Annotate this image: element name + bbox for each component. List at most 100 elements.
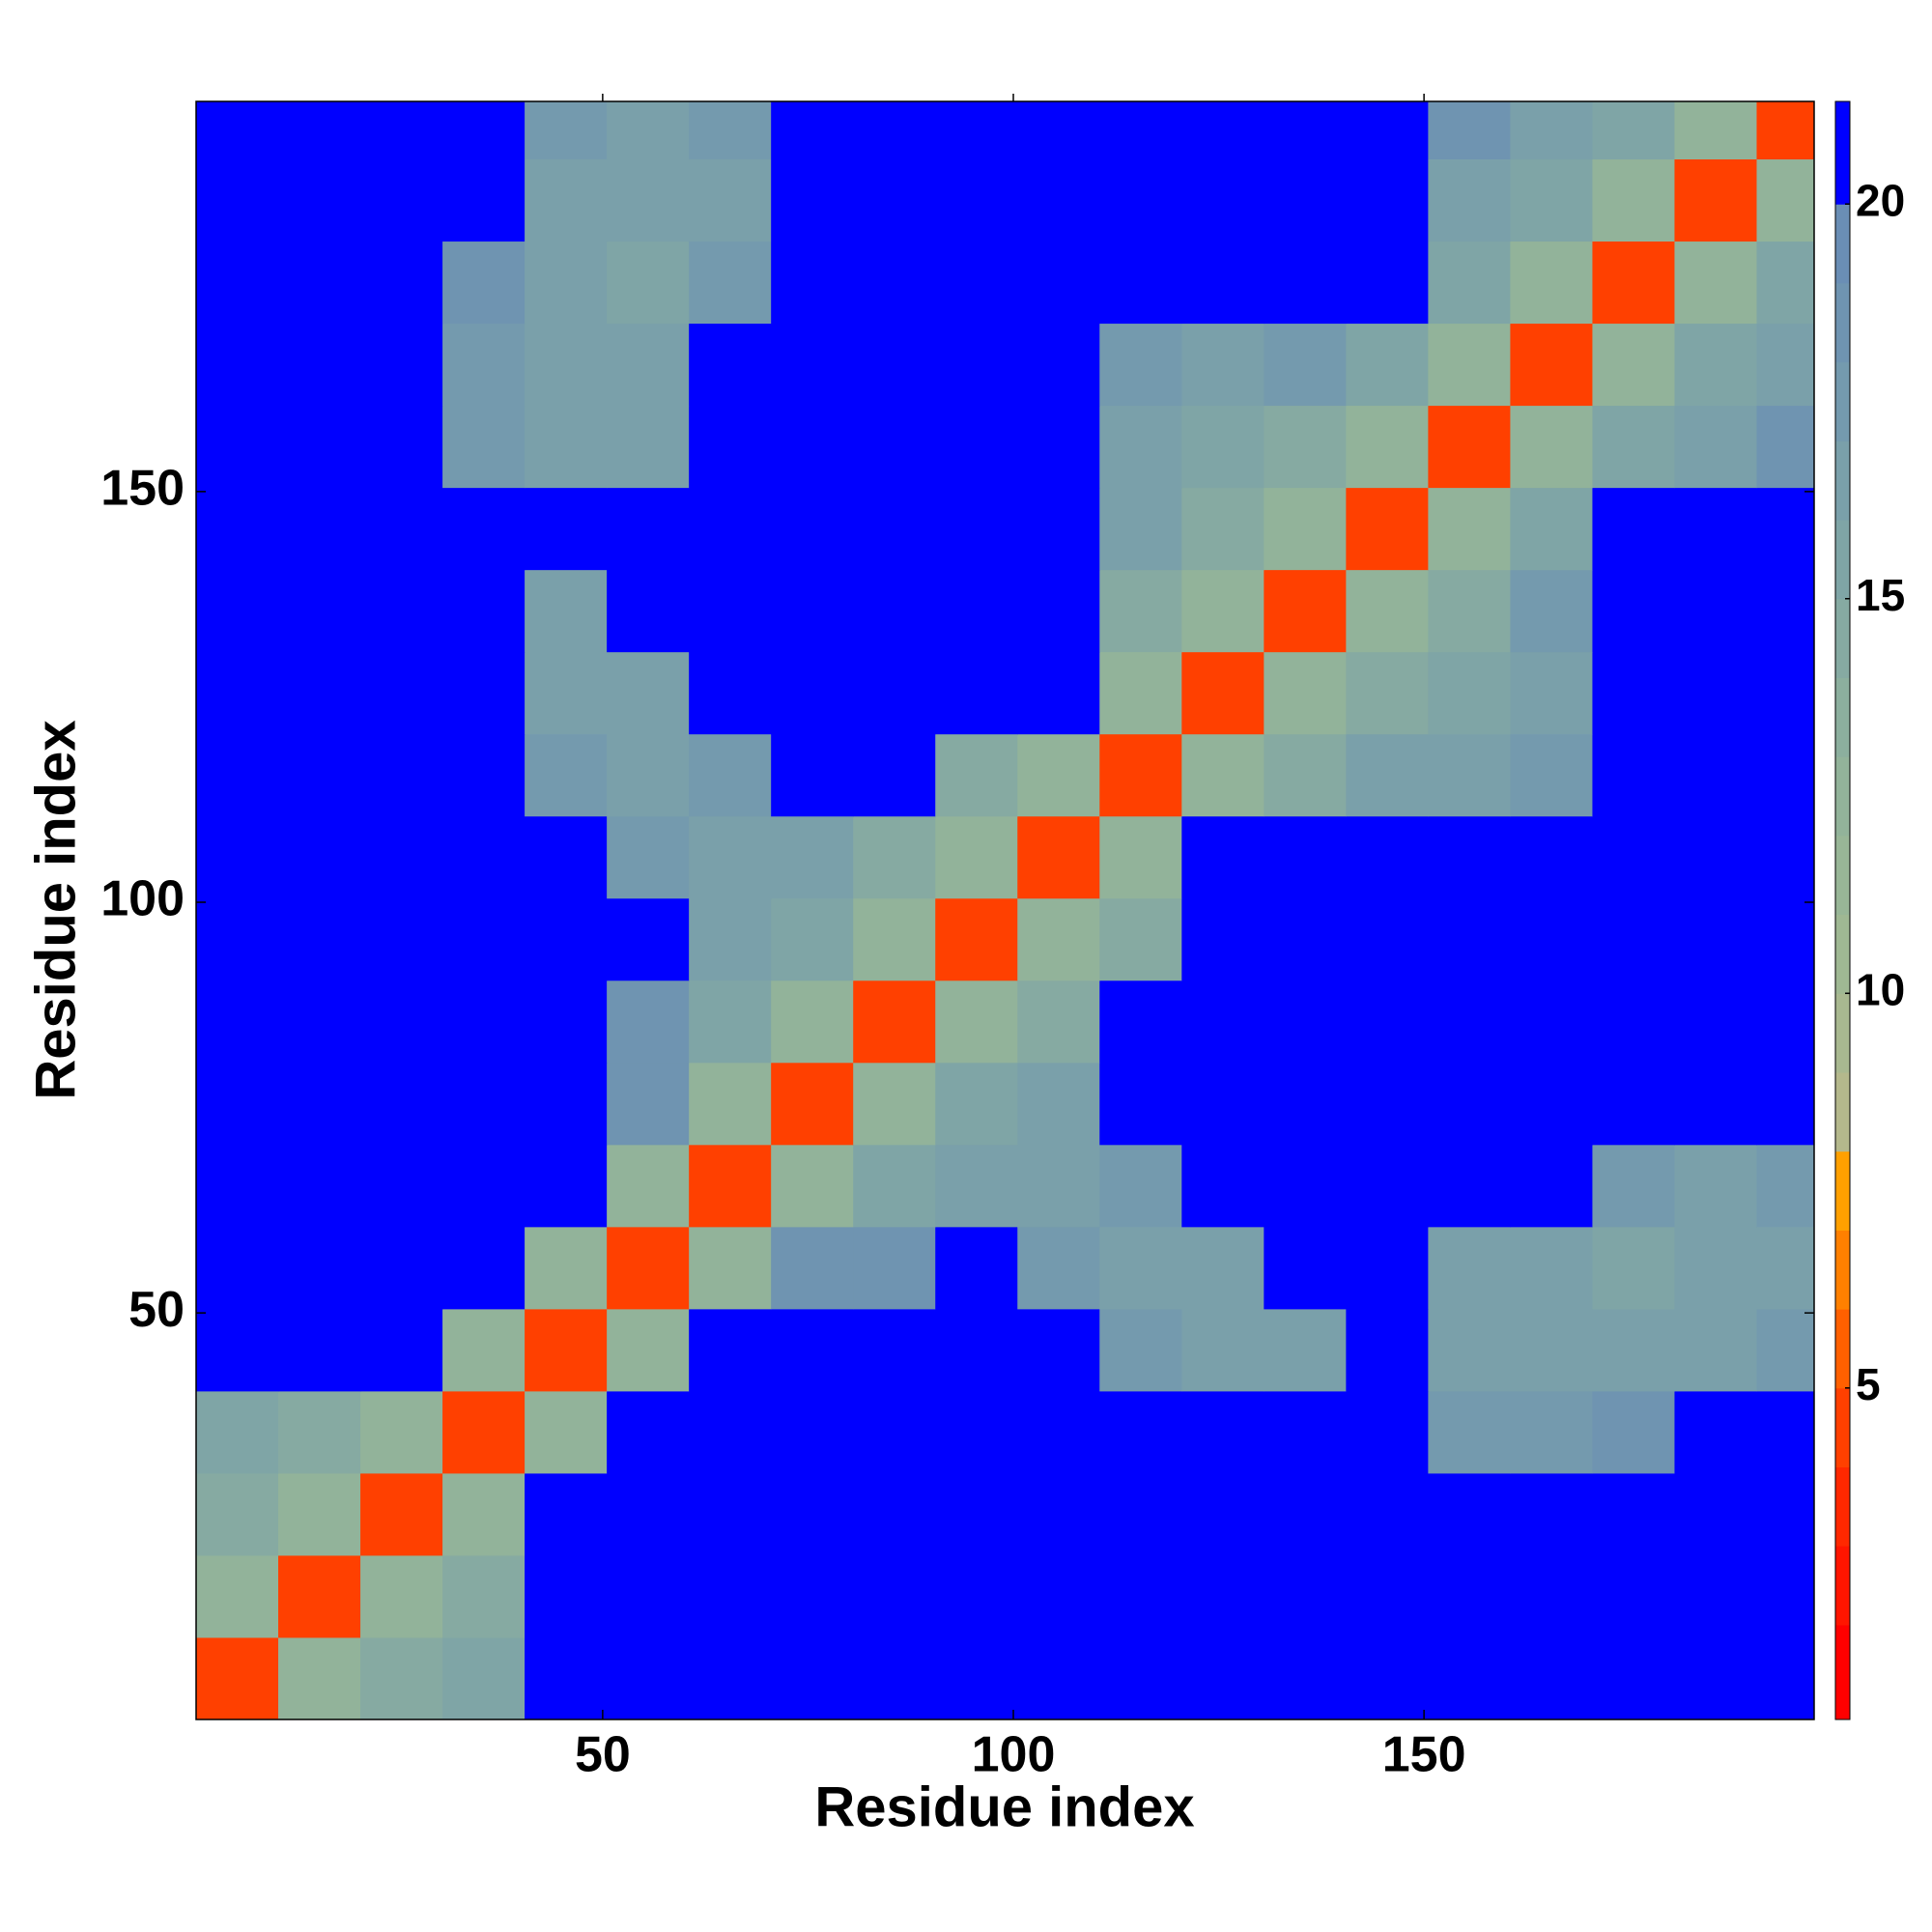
heatmap-cell — [1264, 1308, 1347, 1392]
x-tick-label: 50 — [575, 1727, 631, 1783]
heatmap-cell — [525, 101, 608, 160]
heatmap-cell — [607, 1144, 690, 1228]
heatmap-cell — [689, 1636, 772, 1720]
heatmap-cell — [689, 323, 772, 407]
heatmap-cell — [1017, 158, 1100, 242]
heatmap-cell — [1017, 1144, 1100, 1228]
x-tick-label: 100 — [972, 1727, 1056, 1783]
heatmap-cell — [1099, 1636, 1182, 1720]
heatmap-cell — [1099, 569, 1182, 653]
heatmap-cell — [1592, 1554, 1675, 1638]
x-tick-label: 150 — [1382, 1727, 1466, 1783]
heatmap-cell — [689, 980, 772, 1064]
heatmap-cell — [442, 733, 526, 817]
heatmap-cell — [442, 487, 526, 571]
heatmap — [196, 101, 1815, 1720]
heatmap-cell — [1264, 241, 1347, 325]
heatmap-cell — [1346, 1144, 1429, 1228]
heatmap-cell — [1592, 1144, 1675, 1228]
heatmap-cell — [607, 1472, 690, 1556]
heatmap-cell — [278, 323, 361, 407]
colorbar-band — [1835, 1387, 1850, 1468]
heatmap-cell — [1592, 487, 1675, 571]
heatmap-cell — [853, 897, 936, 981]
heatmap-cell — [935, 733, 1018, 817]
heatmap-cell — [1017, 241, 1100, 325]
heatmap-cell — [771, 980, 854, 1064]
heatmap-cell — [1674, 651, 1757, 735]
heatmap-cell — [771, 158, 854, 242]
heatmap-cell — [196, 815, 279, 899]
heatmap-cell — [525, 1636, 608, 1720]
heatmap-cell — [360, 569, 443, 653]
heatmap-cell — [1674, 1472, 1757, 1556]
heatmap-cell — [525, 815, 608, 899]
heatmap-cell — [442, 241, 526, 325]
heatmap-cell — [1181, 241, 1264, 325]
heatmap-cell — [771, 323, 854, 407]
heatmap-cell — [525, 980, 608, 1064]
heatmap-cell — [1592, 815, 1675, 899]
heatmap-cell — [1592, 158, 1675, 242]
heatmap-cell — [1181, 1472, 1264, 1556]
colorbar-tick-label: 10 — [1856, 964, 1905, 1014]
heatmap-cell — [689, 1472, 772, 1556]
heatmap-cell — [1017, 569, 1100, 653]
heatmap-cell — [442, 1226, 526, 1310]
heatmap-cell — [1510, 1226, 1593, 1310]
heatmap-cell — [1674, 1390, 1757, 1474]
colorbar-band — [1835, 598, 1850, 678]
heatmap-cell — [196, 241, 279, 325]
heatmap-cell — [196, 1554, 279, 1638]
heatmap-cell — [1346, 1226, 1429, 1310]
heatmap-cell — [1264, 1062, 1347, 1146]
heatmap-cell — [1428, 1062, 1511, 1146]
heatmap-cell — [442, 1554, 526, 1638]
heatmap-cell — [771, 1062, 854, 1146]
heatmap-cell — [1428, 1144, 1511, 1228]
heatmap-cell — [771, 897, 854, 981]
heatmap-cell — [1099, 897, 1182, 981]
heatmap-cell — [1181, 1308, 1264, 1392]
heatmap-cell — [442, 1308, 526, 1392]
heatmap-cell — [853, 101, 936, 160]
heatmap-cell — [853, 323, 936, 407]
heatmap-cell — [1756, 815, 1815, 899]
heatmap-cell — [360, 815, 443, 899]
heatmap-cell — [689, 569, 772, 653]
heatmap-cell — [1674, 733, 1757, 817]
heatmap-cell — [1674, 405, 1757, 489]
heatmap-cell — [607, 1062, 690, 1146]
heatmap-cell — [1592, 241, 1675, 325]
heatmap-cell — [1181, 897, 1264, 981]
heatmap-cell — [607, 1390, 690, 1474]
heatmap-cell — [196, 733, 279, 817]
colorbar-band — [1835, 1546, 1850, 1626]
heatmap-cell — [689, 101, 772, 160]
heatmap-cell — [935, 897, 1018, 981]
heatmap-cell — [360, 1308, 443, 1392]
heatmap-cell — [1181, 1390, 1264, 1474]
heatmap-cell — [442, 323, 526, 407]
heatmap-cell — [196, 323, 279, 407]
heatmap-cell — [1592, 1636, 1675, 1720]
heatmap-cell — [607, 101, 690, 160]
heatmap-cell — [196, 158, 279, 242]
heatmap-cell — [853, 1226, 936, 1310]
heatmap-cell — [1510, 815, 1593, 899]
heatmap-cell — [1346, 1554, 1429, 1638]
heatmap-cell — [771, 1390, 854, 1474]
heatmap-cell — [1674, 569, 1757, 653]
heatmap-cell — [1756, 1390, 1815, 1474]
heatmap-cell — [1756, 158, 1815, 242]
heatmap-cell — [1674, 1226, 1757, 1310]
heatmap-cell — [1346, 1308, 1429, 1392]
heatmap-cell — [442, 569, 526, 653]
heatmap-cell — [853, 651, 936, 735]
heatmap-cell — [771, 1226, 854, 1310]
heatmap-cell — [1756, 1554, 1815, 1638]
heatmap-cell — [935, 158, 1018, 242]
heatmap-cell — [1674, 1554, 1757, 1638]
heatmap-cell — [1592, 1472, 1675, 1556]
heatmap-cell — [1346, 323, 1429, 407]
